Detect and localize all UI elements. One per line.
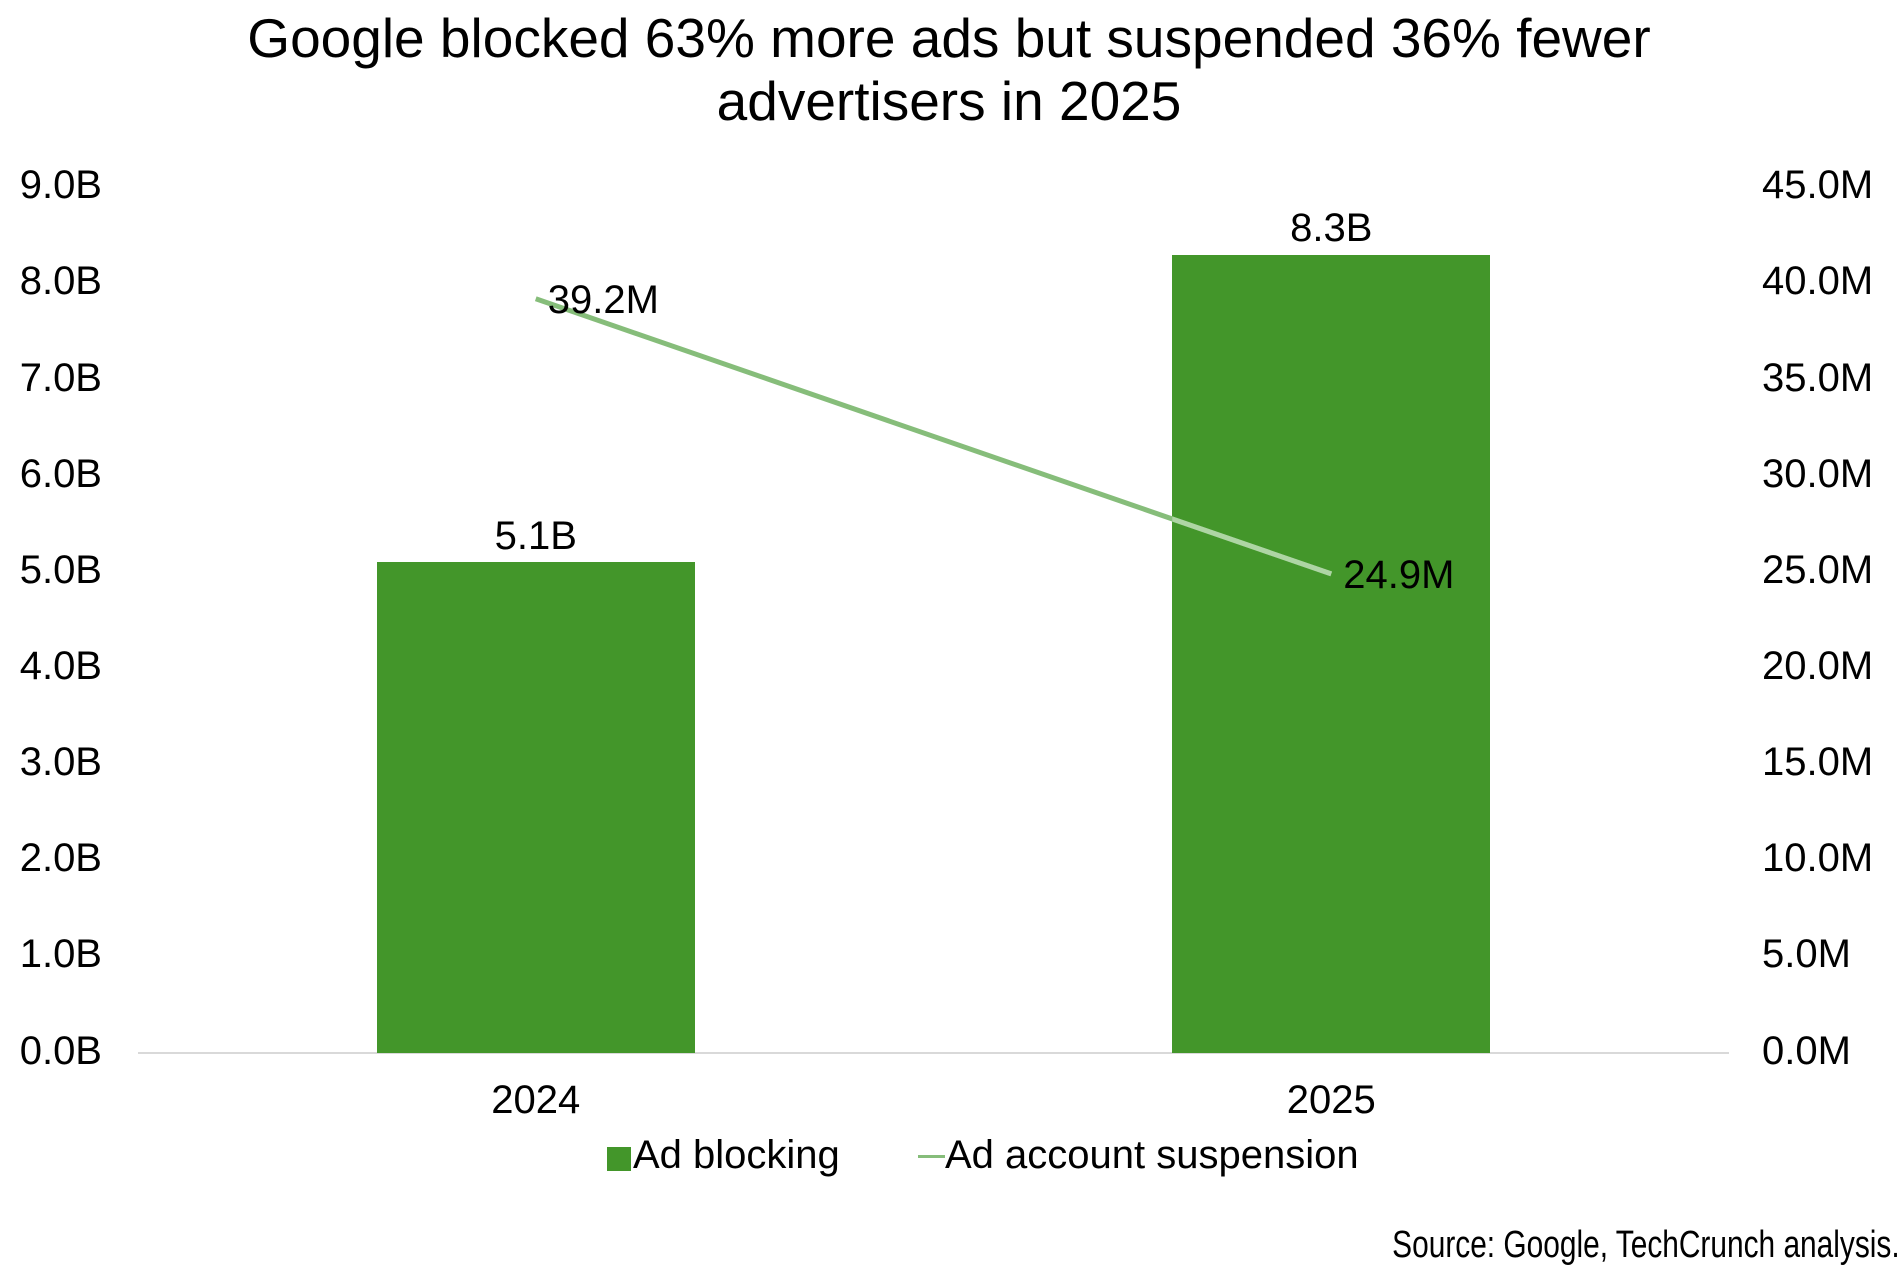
left-axis-tick-label: 2.0B bbox=[19, 836, 102, 881]
chart-title-line-2: advertisers in 2025 bbox=[716, 70, 1182, 132]
left-axis-tick-label: 0.0B bbox=[19, 1028, 102, 1073]
right-axis-tick-label: 35.0M bbox=[1762, 355, 1874, 400]
right-axis-tick-label: 0.0M bbox=[1762, 1028, 1851, 1073]
right-axis-tick-label: 10.0M bbox=[1762, 836, 1874, 881]
left-axis-tick-label: 1.0B bbox=[19, 932, 102, 977]
right-axis-tick-label: 45.0M bbox=[1762, 163, 1874, 208]
legend-marker-ad-account-suspension bbox=[918, 1154, 945, 1159]
right-axis-tick-label: 40.0M bbox=[1762, 259, 1874, 304]
left-axis-tick-label: 5.0B bbox=[19, 547, 102, 592]
left-axis-tick-label: 7.0B bbox=[19, 355, 102, 400]
chart-title: Google blocked 63% more ads but suspende… bbox=[0, 7, 1901, 133]
left-axis-tick-label: 4.0B bbox=[19, 643, 102, 688]
category-label-2024: 2024 bbox=[491, 1078, 581, 1123]
chart-title-line-1: Google blocked 63% more ads but suspende… bbox=[247, 7, 1651, 69]
line-value-label-2024: 39.2M bbox=[547, 278, 659, 323]
left-axis-tick-label: 6.0B bbox=[19, 451, 102, 496]
left-axis-tick-label: 8.0B bbox=[19, 259, 102, 304]
legend-label-ad-account-suspension: Ad account suspension bbox=[945, 1133, 1359, 1177]
bar-value-label-2025: 8.3B bbox=[1290, 205, 1373, 250]
left-axis-tick-label: 3.0B bbox=[19, 740, 102, 785]
category-label-2025: 2025 bbox=[1286, 1078, 1376, 1123]
right-axis-tick-label: 25.0M bbox=[1762, 547, 1874, 592]
right-axis-tick-label: 20.0M bbox=[1762, 643, 1874, 688]
bar-2025 bbox=[1172, 254, 1491, 1053]
x-axis-line bbox=[138, 1052, 1729, 1054]
right-axis-tick-label: 30.0M bbox=[1762, 451, 1874, 496]
source-note: Source: Google, TechCrunch analysis. bbox=[1392, 1224, 1900, 1266]
right-axis-tick-label: 5.0M bbox=[1762, 932, 1851, 977]
bar-2024 bbox=[376, 562, 695, 1053]
line-value-label-2025: 24.9M bbox=[1343, 553, 1455, 598]
bar-value-label-2024: 5.1B bbox=[494, 513, 577, 558]
right-axis-tick-label: 15.0M bbox=[1762, 740, 1874, 785]
legend-label-ad-blocking: Ad blocking bbox=[633, 1133, 840, 1177]
left-axis-tick-label: 9.0B bbox=[19, 163, 102, 208]
legend-marker-ad-blocking bbox=[607, 1147, 631, 1171]
